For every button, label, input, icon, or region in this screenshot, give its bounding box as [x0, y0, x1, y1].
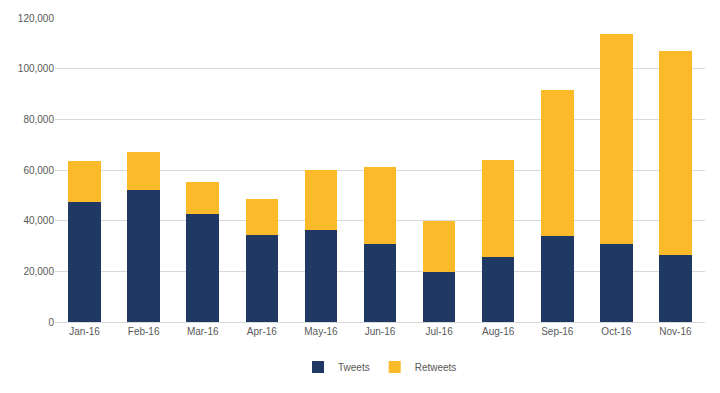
svg-text:0: 0 [48, 317, 54, 328]
svg-text:Aug-16: Aug-16 [482, 326, 515, 337]
svg-text:Apr-16: Apr-16 [247, 326, 277, 337]
svg-text:Retweets: Retweets [415, 362, 457, 373]
svg-text:Jan-16: Jan-16 [69, 326, 100, 337]
svg-text:120,000: 120,000 [18, 13, 55, 24]
svg-text:Oct-16: Oct-16 [601, 326, 631, 337]
svg-text:60,000: 60,000 [23, 165, 54, 176]
svg-text:May-16: May-16 [304, 326, 338, 337]
svg-text:Jul-16: Jul-16 [425, 326, 453, 337]
svg-text:20,000: 20,000 [23, 266, 54, 277]
svg-text:100,000: 100,000 [18, 63, 55, 74]
svg-text:Sep-16: Sep-16 [541, 326, 574, 337]
svg-text:40,000: 40,000 [23, 215, 54, 226]
svg-text:Tweets: Tweets [338, 362, 370, 373]
svg-text:Feb-16: Feb-16 [128, 326, 160, 337]
svg-text:Jun-16: Jun-16 [365, 326, 396, 337]
svg-text:80,000: 80,000 [23, 114, 54, 125]
svg-text:Mar-16: Mar-16 [187, 326, 219, 337]
svg-text:Nov-16: Nov-16 [659, 326, 692, 337]
